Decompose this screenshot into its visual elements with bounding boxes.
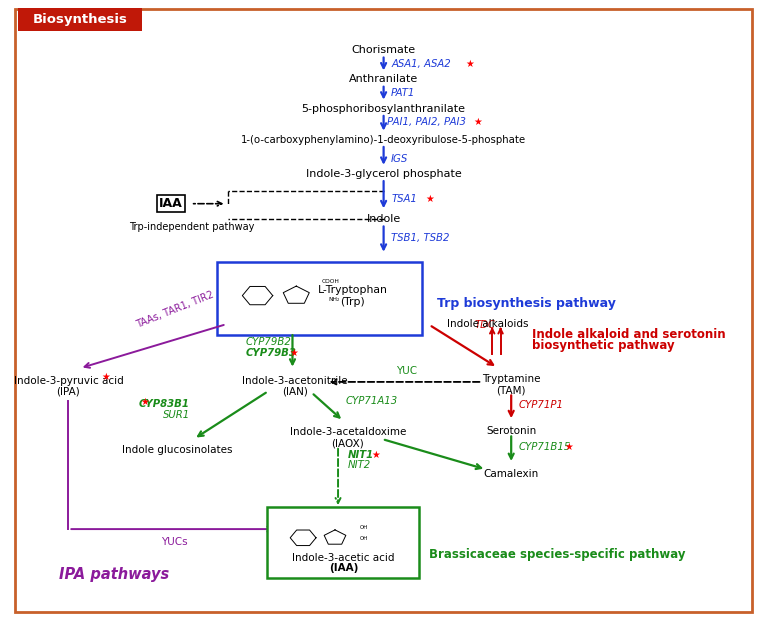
Text: Indole-3-acetaldoxime: Indole-3-acetaldoxime xyxy=(289,427,406,437)
Text: Indole-3-acetic acid: Indole-3-acetic acid xyxy=(292,553,395,563)
Text: Indole: Indole xyxy=(366,214,401,224)
Text: CYP79B3: CYP79B3 xyxy=(245,348,296,358)
Text: ★: ★ xyxy=(426,194,434,204)
Text: PAT1: PAT1 xyxy=(391,88,416,97)
Text: 1-(o-carboxyphenylamino)-1-deoxyribulose-5-phosphate: 1-(o-carboxyphenylamino)-1-deoxyribulose… xyxy=(241,135,526,145)
Text: OH: OH xyxy=(360,525,368,530)
Text: L-Tryptophan: L-Tryptophan xyxy=(317,285,388,295)
Text: PAI1, PAI2, PAI3: PAI1, PAI2, PAI3 xyxy=(388,117,467,127)
Text: Indole glucosinolates: Indole glucosinolates xyxy=(122,445,232,455)
Text: (Trp): (Trp) xyxy=(341,297,365,307)
Text: ★: ★ xyxy=(101,372,110,382)
Text: Camalexin: Camalexin xyxy=(484,469,539,479)
Text: IPA pathways: IPA pathways xyxy=(59,567,169,582)
Text: NH₂: NH₂ xyxy=(329,297,340,302)
Text: Serotonin: Serotonin xyxy=(486,426,536,436)
Text: ★: ★ xyxy=(141,397,149,407)
Text: Indole-3-pyruvic acid: Indole-3-pyruvic acid xyxy=(14,376,123,386)
Text: (IAA): (IAA) xyxy=(329,563,358,573)
Text: (IPA): (IPA) xyxy=(57,387,80,397)
Text: Trp biosynthesis pathway: Trp biosynthesis pathway xyxy=(437,297,615,309)
Text: Brassicaceae species-specific pathway: Brassicaceae species-specific pathway xyxy=(429,548,686,561)
Text: CYP71A13: CYP71A13 xyxy=(346,396,398,406)
FancyBboxPatch shape xyxy=(217,262,422,335)
Text: YUCs: YUCs xyxy=(162,537,188,546)
Text: ★: ★ xyxy=(466,59,474,69)
Text: ASA1, ASA2: ASA1, ASA2 xyxy=(391,59,451,69)
Text: SUR1: SUR1 xyxy=(163,410,190,420)
Text: ★: ★ xyxy=(372,450,380,460)
Text: ★: ★ xyxy=(289,348,298,358)
Text: TAAs, TAR1, TIR2: TAAs, TAR1, TIR2 xyxy=(135,289,215,330)
Text: CYP83B1: CYP83B1 xyxy=(139,399,190,409)
Text: COOH: COOH xyxy=(321,279,339,284)
Text: NIT2: NIT2 xyxy=(348,460,372,470)
Text: Indole-3-glycerol phosphate: Indole-3-glycerol phosphate xyxy=(306,169,461,179)
Text: NIT1: NIT1 xyxy=(348,450,374,460)
Text: (IAOX): (IAOX) xyxy=(331,438,365,448)
Text: TSA1: TSA1 xyxy=(391,194,417,204)
Text: Anthranilate: Anthranilate xyxy=(349,74,418,84)
Text: Indole alkaloid and serotonin: Indole alkaloid and serotonin xyxy=(532,328,725,340)
Text: Indole alkaloids: Indole alkaloids xyxy=(447,319,529,329)
Text: Tryptamine: Tryptamine xyxy=(482,374,540,384)
FancyBboxPatch shape xyxy=(18,8,142,31)
FancyBboxPatch shape xyxy=(15,9,752,612)
Text: (IAN): (IAN) xyxy=(282,387,308,397)
Text: (TAM): (TAM) xyxy=(496,385,526,395)
Text: CYP71B15: CYP71B15 xyxy=(519,442,571,452)
Text: biosynthetic pathway: biosynthetic pathway xyxy=(532,340,674,352)
FancyBboxPatch shape xyxy=(267,507,420,578)
Text: Chorismate: Chorismate xyxy=(351,45,416,55)
Text: IGS: IGS xyxy=(391,154,409,164)
Text: Biosynthesis: Biosynthesis xyxy=(33,13,127,25)
Text: 5-phosphoribosylanthranilate: 5-phosphoribosylanthranilate xyxy=(302,104,466,114)
Text: CYP71P1: CYP71P1 xyxy=(519,400,563,410)
Text: ★: ★ xyxy=(473,117,482,127)
Text: TSB1, TSB2: TSB1, TSB2 xyxy=(391,233,450,243)
Text: YUC: YUC xyxy=(396,366,417,376)
Text: OH: OH xyxy=(360,536,368,541)
Text: IAA: IAA xyxy=(159,197,183,210)
Text: TDC: TDC xyxy=(474,320,495,330)
Text: Trp-independent pathway: Trp-independent pathway xyxy=(129,222,255,232)
Text: ★: ★ xyxy=(564,442,573,452)
Text: CYP79B2: CYP79B2 xyxy=(245,337,291,347)
Text: Indole-3-acetonitrile: Indole-3-acetonitrile xyxy=(242,376,348,386)
